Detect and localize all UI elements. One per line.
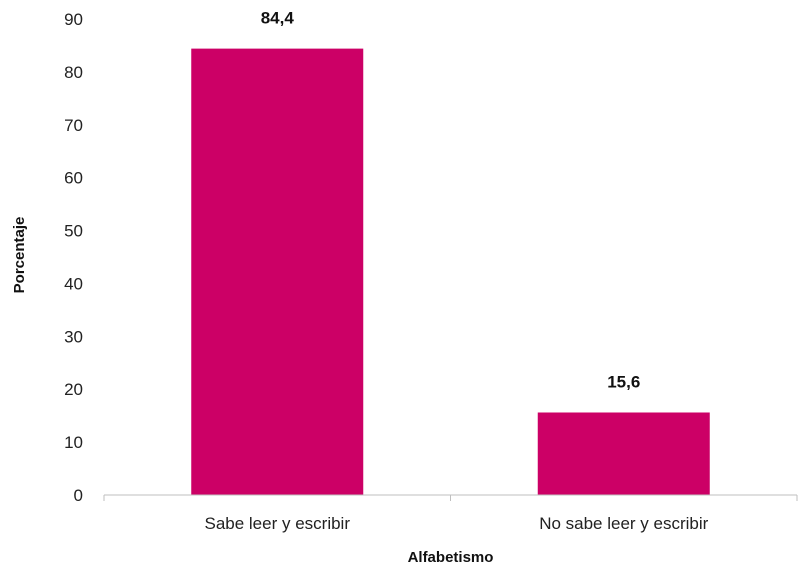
data-labels: 84,4 15,6 xyxy=(261,9,641,392)
x-axis-tick-marks xyxy=(103,495,798,501)
y-tick-label: 60 xyxy=(64,169,83,188)
y-tick-label: 20 xyxy=(64,380,83,399)
data-label: 84,4 xyxy=(261,9,295,28)
category-label: No sabe leer y escribir xyxy=(539,514,708,533)
x-axis-title: Alfabetismo xyxy=(408,549,494,566)
y-axis-title: Porcentaje xyxy=(11,217,28,294)
y-tick-label: 80 xyxy=(64,63,83,82)
bars xyxy=(191,48,710,496)
y-tick-label: 30 xyxy=(64,327,83,346)
y-tick-label: 70 xyxy=(64,116,83,135)
data-label: 15,6 xyxy=(607,372,640,391)
category-label: Sabe leer y escribir xyxy=(204,514,350,533)
y-axis-ticks: 0 10 20 30 40 50 60 70 80 90 xyxy=(64,10,83,505)
y-tick-label: 40 xyxy=(64,274,83,293)
category-labels: Sabe leer y escribir No sabe leer y escri… xyxy=(204,514,708,533)
y-tick-label: 90 xyxy=(64,10,83,29)
y-tick-label: 50 xyxy=(64,222,83,241)
bar xyxy=(191,48,364,496)
y-tick-label: 10 xyxy=(64,433,83,452)
y-tick-label: 0 xyxy=(74,486,83,505)
bar xyxy=(537,412,710,495)
